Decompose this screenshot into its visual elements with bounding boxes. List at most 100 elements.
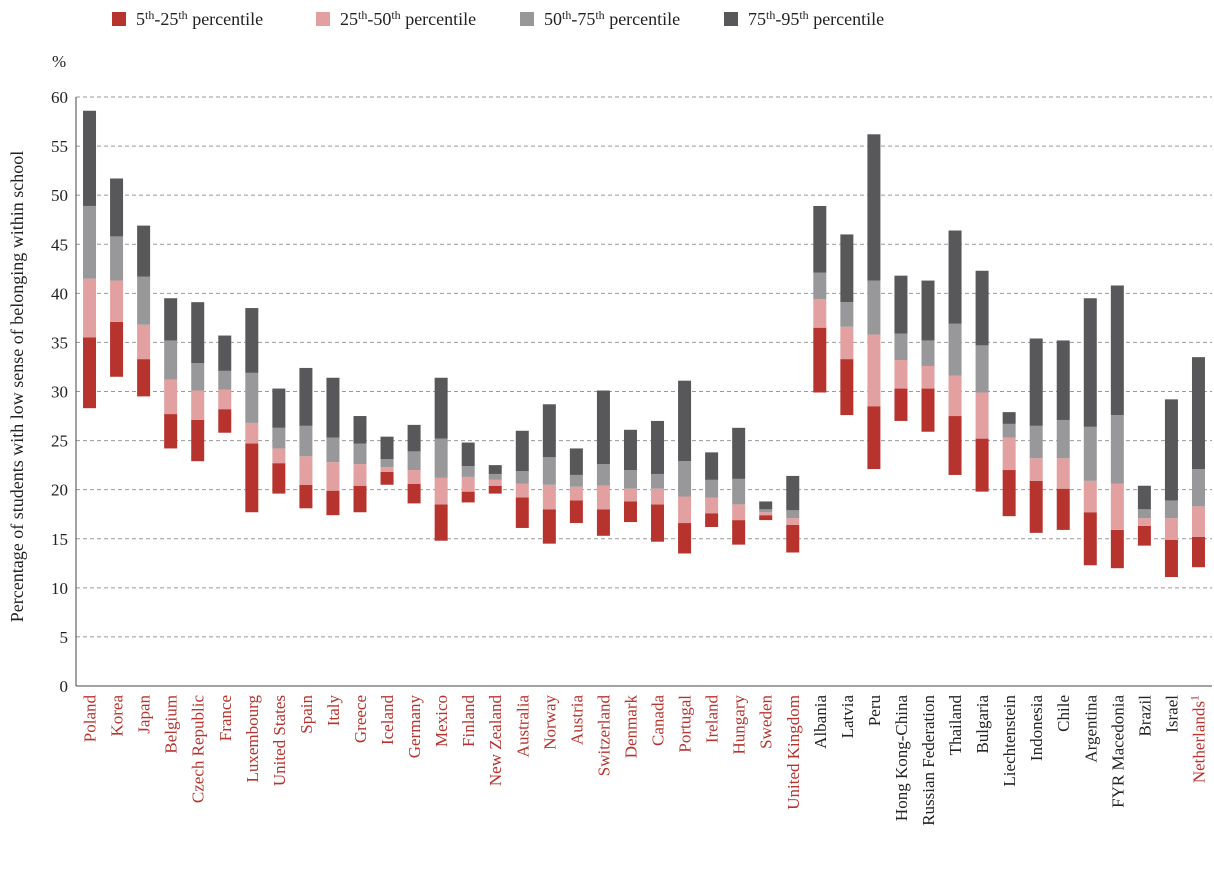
- category-name: Korea: [108, 695, 127, 737]
- legend-label: 5th-25th percentile: [136, 8, 263, 29]
- bar-segment: [461, 466, 475, 477]
- bar-segment: [110, 280, 124, 322]
- bar-segment: [245, 308, 259, 373]
- y-tick-label: 15: [51, 530, 68, 549]
- bar-segment: [1029, 480, 1043, 533]
- category-name: Denmark: [621, 695, 640, 759]
- bar-segment: [218, 409, 232, 433]
- bar-segment: [569, 448, 583, 475]
- bar-segment: [921, 365, 935, 389]
- x-tick-label: Japan: [135, 695, 154, 734]
- bar-segment: [272, 427, 286, 449]
- x-tick-label: Austria: [567, 695, 586, 746]
- legend-swatch: [316, 12, 330, 26]
- bar-segment: [218, 370, 232, 390]
- bar-segment: [1002, 412, 1016, 424]
- bar-segment: [272, 463, 286, 494]
- bar-segment: [380, 471, 394, 485]
- legend-label-part: th: [358, 8, 367, 22]
- bar-segment: [461, 491, 475, 503]
- x-tick-label: Chile: [1054, 695, 1073, 732]
- bar-segment: [110, 178, 124, 237]
- legend-label-part: percentile: [401, 9, 476, 29]
- bar-segment: [840, 234, 854, 303]
- bar-segment: [380, 436, 394, 460]
- bar-segment: [164, 340, 178, 380]
- bar-segment: [137, 225, 151, 277]
- x-tick-label: Portugal: [676, 695, 695, 753]
- bar-segment: [867, 280, 881, 335]
- legend-label-part: th: [178, 8, 187, 22]
- bar-segment: [542, 484, 556, 510]
- bar-segment: [164, 414, 178, 449]
- bar-segment: [948, 230, 962, 324]
- bar-segment: [434, 504, 448, 541]
- x-tick-label: Spain: [297, 695, 316, 734]
- bar-segment: [83, 110, 97, 206]
- bar-segment: [515, 483, 529, 498]
- x-tick-label: Bulgaria: [973, 695, 992, 754]
- bar-segment: [1164, 399, 1178, 501]
- legend-item: 5th-25th percentile: [112, 8, 263, 29]
- legend-label: 25th-50th percentile: [340, 8, 476, 29]
- bar-segment: [218, 389, 232, 410]
- legend-label-part: percentile: [605, 9, 680, 29]
- bar-segment: [326, 377, 340, 438]
- bar-segment: [353, 464, 367, 486]
- x-tick-label: New Zealand: [486, 695, 505, 787]
- y-tick-label: 30: [51, 383, 68, 402]
- x-tick-label: Netherlands1: [1187, 695, 1208, 783]
- bar-segment: [1164, 500, 1178, 519]
- bar-segment: [840, 326, 854, 360]
- bar-segment: [623, 488, 637, 502]
- bar-segment: [407, 470, 421, 484]
- bar-segment: [1029, 458, 1043, 481]
- bar-segment: [191, 419, 205, 462]
- bar-segment: [813, 272, 827, 300]
- bar-segment: [705, 497, 719, 514]
- category-name: Iceland: [378, 695, 397, 746]
- bar-segment: [164, 379, 178, 415]
- y-tick-label: 40: [51, 284, 68, 303]
- legend-label-part: th: [595, 8, 604, 22]
- bar-segment: [245, 443, 259, 513]
- x-tick-label: Albania: [811, 695, 830, 749]
- y-tick-label: 35: [51, 333, 68, 352]
- x-tick-label: Peru: [865, 695, 884, 727]
- bar-segment: [1056, 458, 1070, 489]
- bar-segment: [353, 443, 367, 465]
- x-tick-label: Finland: [459, 695, 478, 747]
- category-name: Italy: [324, 695, 343, 727]
- x-tick-label: United Kingdom: [784, 695, 803, 810]
- y-tick-label: 20: [51, 481, 68, 500]
- bar-segment: [786, 518, 800, 526]
- category-name: Bulgaria: [973, 695, 992, 754]
- x-tick-label: Czech Republic: [189, 695, 208, 804]
- category-name: Hong Kong-China: [892, 695, 911, 822]
- category-name: United Kingdom: [784, 695, 803, 810]
- category-name: Norway: [540, 695, 559, 750]
- legend-label-part: th: [562, 8, 571, 22]
- bar-segment: [1002, 470, 1016, 517]
- footnote-marker: 1: [1187, 695, 1201, 701]
- bar-segment: [921, 388, 935, 432]
- x-tick-label: Sweden: [757, 695, 776, 749]
- bar-segment: [894, 388, 908, 421]
- bar-segment: [191, 363, 205, 391]
- bar-segment: [1056, 488, 1070, 530]
- bar-segment: [651, 488, 665, 505]
- category-name: Indonesia: [1027, 695, 1046, 762]
- legend-label: 50th-75th percentile: [544, 8, 680, 29]
- x-tick-label: Switzerland: [594, 695, 613, 777]
- bar-segment: [488, 479, 502, 486]
- bar-segment: [1164, 518, 1178, 540]
- bar-segment: [461, 442, 475, 467]
- bar-segment: [191, 390, 205, 420]
- category-name: United States: [270, 695, 289, 786]
- bar-segment: [83, 278, 97, 338]
- bar-segment: [299, 484, 313, 509]
- bar-segment: [705, 513, 719, 527]
- category-name: Switzerland: [594, 695, 613, 777]
- bar-segment: [1191, 357, 1205, 470]
